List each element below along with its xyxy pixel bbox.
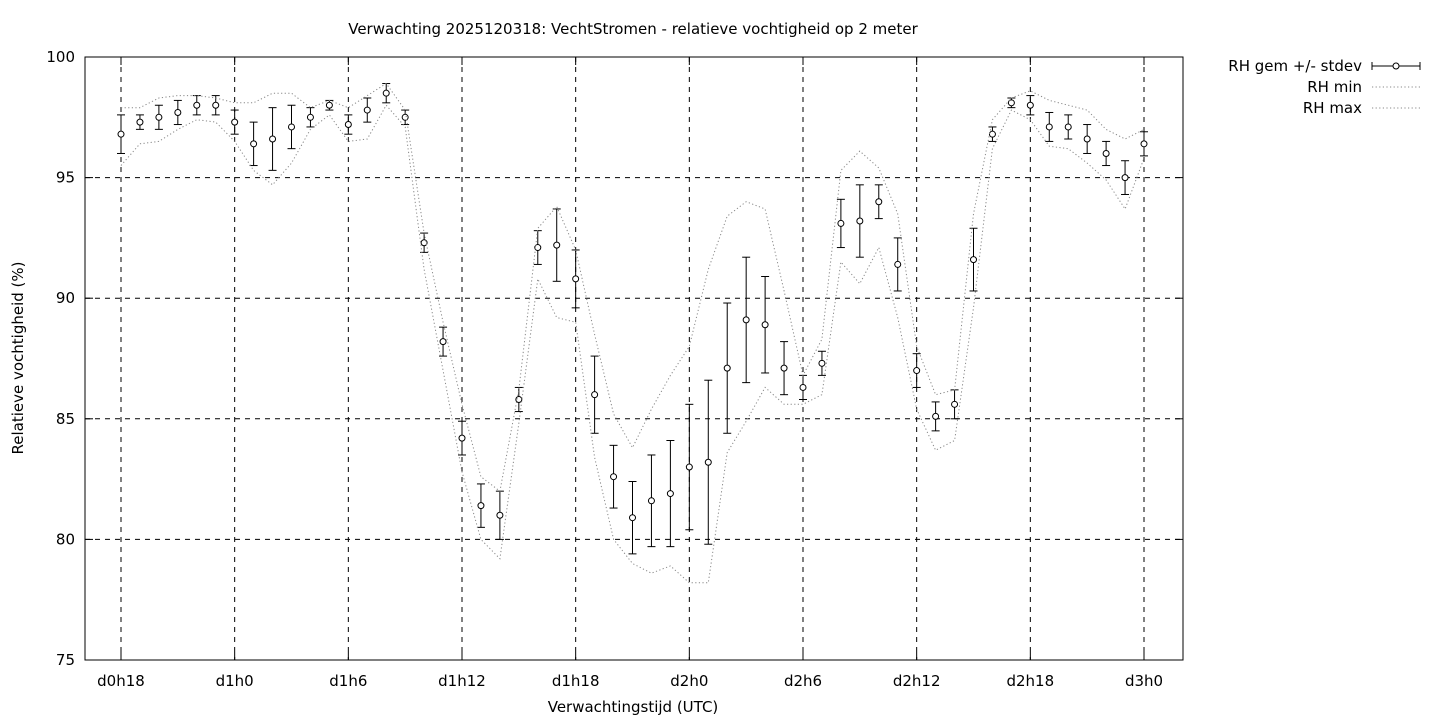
data-point: [1045, 123, 1053, 131]
data-point: [439, 338, 447, 346]
legend-swatch-point: [1392, 62, 1400, 70]
data-point: [458, 434, 466, 442]
x-tick-label: d0h18: [97, 672, 145, 690]
data-point: [951, 400, 959, 408]
data-point: [1064, 123, 1072, 131]
data-point: [1102, 149, 1110, 157]
data-point: [837, 219, 845, 227]
data-point: [704, 458, 712, 466]
data-point: [553, 241, 561, 249]
y-tick-label: 80: [56, 530, 75, 548]
series-0: [117, 83, 1148, 555]
legend-label: RH min: [1307, 78, 1362, 96]
y-tick-label: 75: [56, 651, 75, 669]
data-point: [269, 135, 277, 143]
data-point: [666, 490, 674, 498]
data-point: [477, 502, 485, 510]
data-point: [325, 101, 333, 109]
data-point: [1083, 135, 1091, 143]
data-point: [306, 113, 314, 121]
data-point: [155, 113, 163, 121]
x-tick-label: d1h0: [216, 672, 254, 690]
data-point: [534, 244, 542, 252]
data-point: [875, 198, 883, 206]
data-point: [647, 497, 655, 505]
series-line: [121, 82, 1145, 493]
data-point: [515, 396, 523, 404]
data-point: [117, 130, 125, 138]
data-point: [591, 391, 599, 399]
series-2: [121, 82, 1145, 493]
x-tick-label: d1h12: [438, 672, 486, 690]
data-point: [610, 473, 618, 481]
data-point: [212, 101, 220, 109]
data-point: [685, 463, 693, 471]
legend: RH gem +/- stdev RH min RH max: [1228, 57, 1421, 117]
x-tick-label: d2h12: [893, 672, 941, 690]
data-point: [363, 106, 371, 114]
data-point: [913, 367, 921, 375]
data-point: [894, 260, 902, 268]
data-point: [496, 511, 504, 519]
chart-title: Verwachting 2025120318: VechtStromen - r…: [348, 20, 918, 38]
y-tick-label: 85: [56, 410, 75, 428]
data-point: [1121, 174, 1129, 182]
data-point: [799, 383, 807, 391]
series-layer: [117, 82, 1148, 584]
y-axis-label: Relatieve vochtigheid (%): [9, 261, 27, 454]
data-point: [780, 364, 788, 372]
y-tick-label: 95: [56, 169, 75, 187]
data-point: [970, 256, 977, 264]
data-point: [382, 89, 390, 97]
x-tick-label: d1h6: [329, 672, 367, 690]
x-tick-label: d2h18: [1006, 672, 1054, 690]
x-tick-label: d1h18: [552, 672, 600, 690]
data-point: [932, 412, 940, 420]
plot-frame: [84, 56, 1184, 661]
data-point: [1026, 101, 1034, 109]
data-point: [193, 101, 201, 109]
data-point: [629, 514, 636, 522]
data-point: [1007, 99, 1015, 107]
x-tick-label: d2h0: [670, 672, 708, 690]
data-point: [250, 140, 258, 148]
legend-label: RH gem +/- stdev: [1228, 57, 1362, 75]
data-point: [818, 359, 826, 367]
data-point: [288, 123, 295, 131]
data-point: [136, 118, 144, 126]
data-point: [723, 364, 731, 372]
data-point: [742, 316, 750, 324]
y-tick-label: 90: [56, 289, 75, 307]
data-point: [174, 108, 182, 116]
data-point: [231, 118, 239, 126]
data-point: [988, 130, 996, 138]
y-tick-label: 100: [46, 48, 75, 66]
x-axis-label: Verwachtingstijd (UTC): [548, 698, 719, 716]
data-point: [572, 275, 580, 283]
data-point: [1140, 140, 1148, 148]
data-point: [344, 121, 352, 129]
legend-label: RH max: [1303, 99, 1362, 117]
x-tick-label: d3h0: [1125, 672, 1163, 690]
gridlines: [85, 57, 1183, 660]
x-tick-label: d2h6: [784, 672, 822, 690]
data-point: [856, 217, 864, 225]
axis-ticks: d0h18 d1h0 d1h6 d1h12 d1h18 d2h0 d2h6 d2h12 d2h1…: [46, 48, 1183, 690]
data-point: [761, 321, 769, 329]
data-point: [401, 113, 409, 121]
